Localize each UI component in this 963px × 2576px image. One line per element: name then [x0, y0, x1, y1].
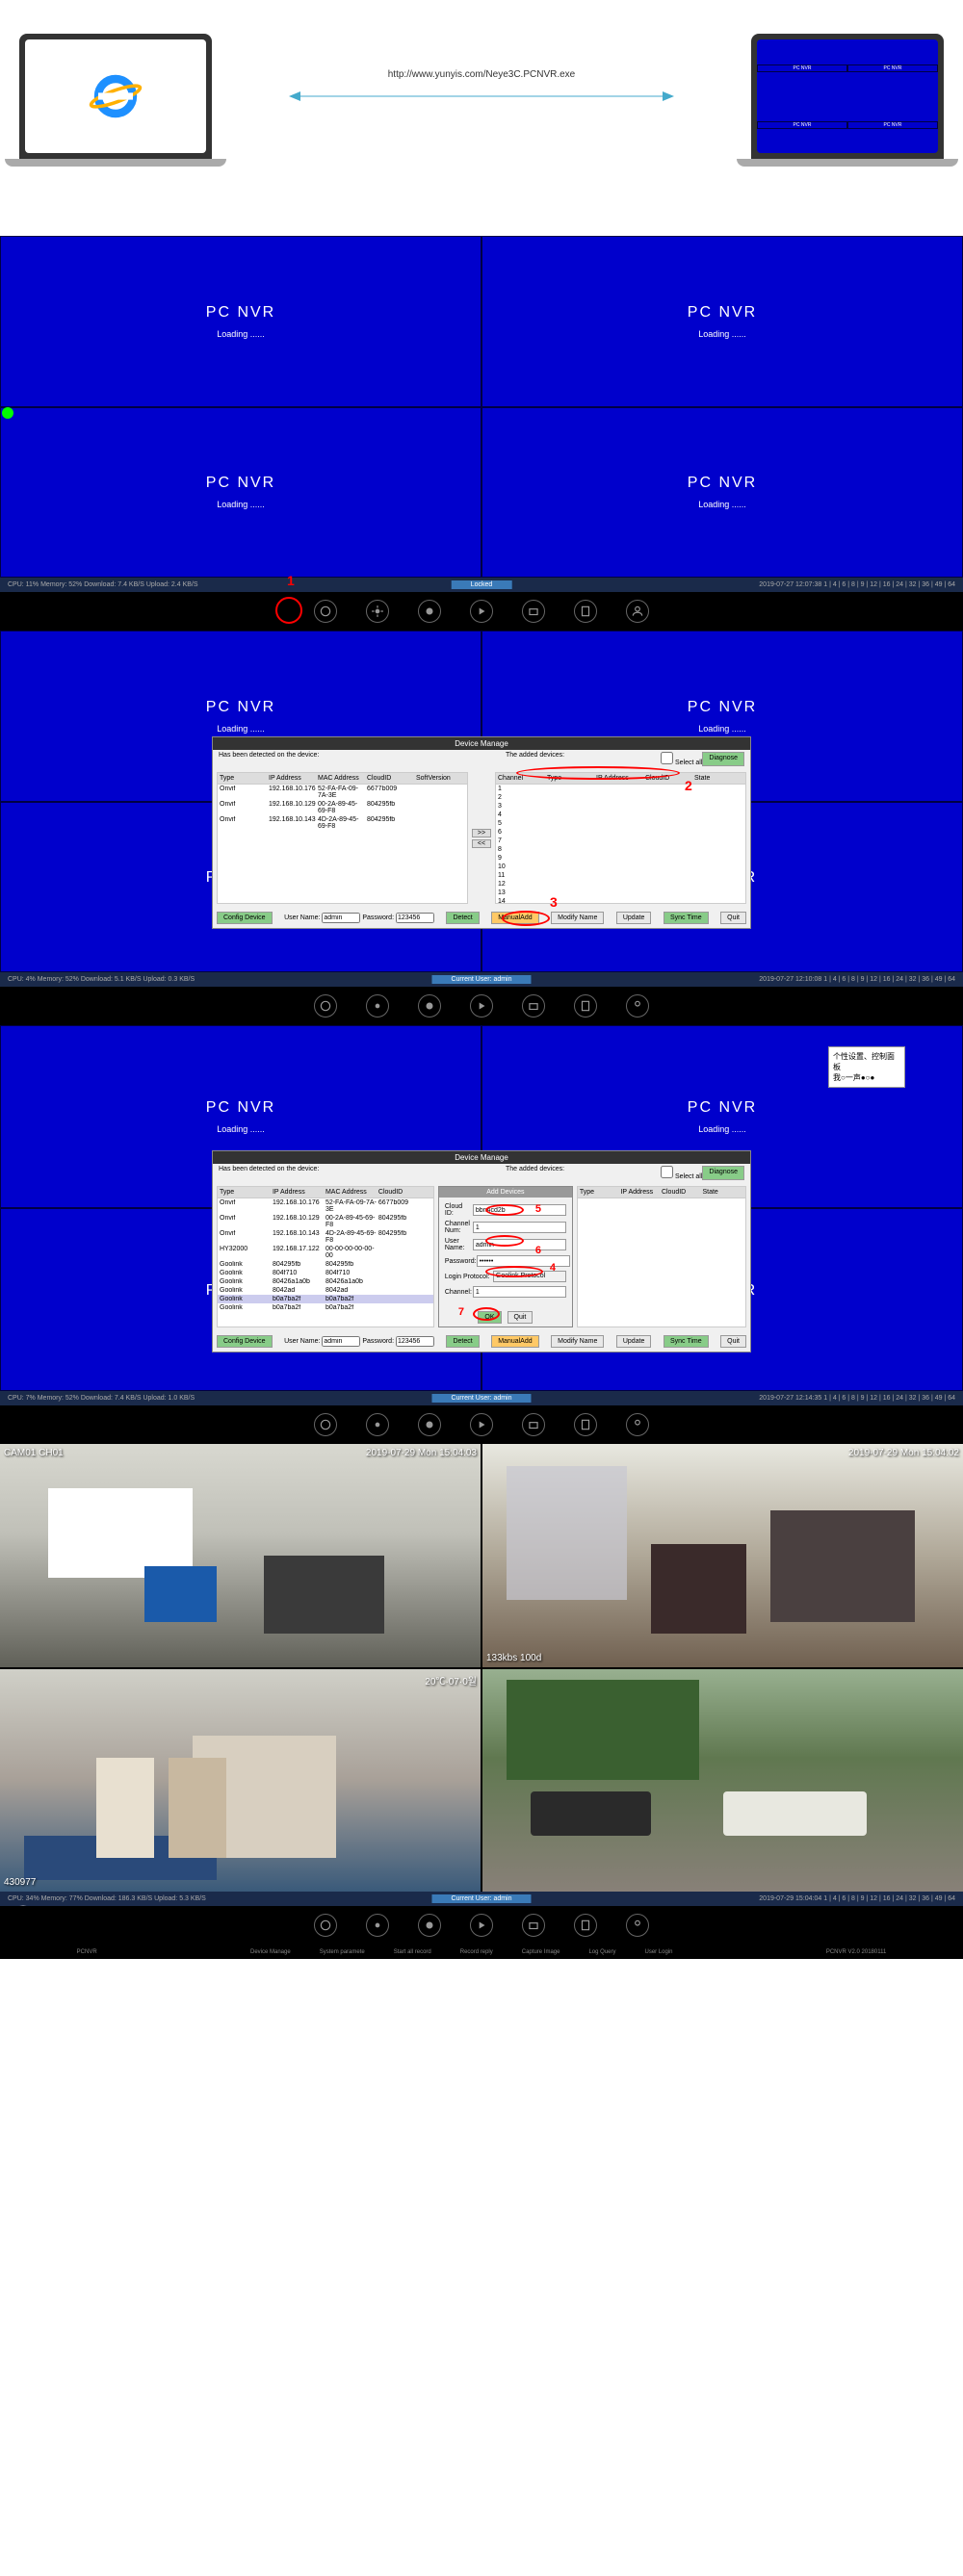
system-param-button[interactable]	[366, 600, 389, 623]
status-bar: CPU: 34% Memory: 77% Download: 186.3 KB/…	[0, 1892, 963, 1906]
capture-button[interactable]	[522, 994, 545, 1018]
annotation-2: 2	[685, 778, 692, 793]
download-url: http://www.yunyis.com/Neye3C.PCNVR.exe	[388, 69, 576, 80]
url-arrow: http://www.yunyis.com/Neye3C.PCNVR.exe	[221, 87, 742, 106]
nvr-title: PC NVR	[206, 475, 275, 492]
annotation-oval-3	[502, 911, 550, 926]
ie-logo-icon	[87, 67, 144, 125]
password-input[interactable]	[477, 1255, 570, 1267]
camera-osd: 430977	[4, 1877, 36, 1888]
quit-button[interactable]: Quit	[720, 912, 746, 924]
login-button[interactable]	[626, 994, 649, 1018]
status-bar: CPU: 11% Memory: 52% Download: 7.4 KB/S …	[0, 578, 963, 592]
user-input[interactable]	[322, 913, 360, 923]
add-device-dialog: Add Devices Cloud ID: Channel Num: User …	[438, 1186, 573, 1327]
main-toolbar	[0, 1405, 963, 1444]
status-left: CPU: 11% Memory: 52% Download: 7.4 KB/S …	[8, 581, 198, 588]
annotation-oval-5	[485, 1204, 524, 1216]
status-center: Locked	[452, 580, 512, 589]
nvr-screen-1: PC NVR Loading ...... PC NVR Loading .....…	[0, 236, 963, 631]
camera-timestamp: 2019-07-29 Mon 15:04:03	[366, 1448, 477, 1458]
camera-feed-4[interactable]	[482, 1669, 963, 1893]
camera-osd: 133kbs 100d	[486, 1653, 541, 1663]
dialog-title: Device Manage	[213, 737, 750, 750]
channel-num-input[interactable]	[473, 1222, 566, 1233]
main-toolbar	[0, 1906, 963, 1945]
camera-feed-screen: CAM01 CH01 2019-07-29 Mon 15:04:03 2019-…	[0, 1444, 963, 1945]
update-button[interactable]: Update	[616, 912, 652, 924]
record-button[interactable]	[418, 600, 441, 623]
camera-feed-3[interactable]: 20℃·07·0월 430977	[0, 1669, 481, 1893]
loading-text: Loading ......	[217, 329, 265, 339]
select-all-checkbox[interactable]	[661, 752, 673, 764]
laptop-right: PC NVR PC NVR PC NVR PC NVR	[751, 34, 944, 159]
log-button[interactable]	[574, 600, 597, 623]
device-row[interactable]: Onvif192.168.10.17652-FA-FA-09-7A-3E6677…	[218, 785, 467, 800]
annotation-oval-6	[485, 1235, 524, 1247]
device-manage-button[interactable]	[314, 994, 337, 1018]
layout-selector[interactable]: 1 | 4 | 6 | 8 | 9 | 12 | 16 | 24 | 32 | …	[823, 581, 955, 588]
added-devices-list: Type IP Address CloudID State	[577, 1186, 746, 1327]
log-button[interactable]	[574, 994, 597, 1018]
nvr-title: PC NVR	[688, 475, 757, 492]
annotation-oval-2	[516, 766, 680, 780]
quit-button[interactable]: Quit	[508, 1311, 534, 1324]
device-row[interactable]: Onvif192.168.10.12900-2A-89-45-69-F88042…	[218, 800, 467, 815]
loading-text: Loading ......	[698, 500, 746, 509]
nvr-screen-2: PC NVRLoading ...... PC NVRLoading .....…	[0, 631, 963, 1025]
nvr-title: PC NVR	[206, 304, 275, 322]
annotation-circle-1	[275, 597, 302, 624]
replay-button[interactable]	[470, 994, 493, 1018]
status-time: 2019-07-27 12:07:38	[759, 581, 821, 588]
intro-section: http://www.yunyis.com/Neye3C.PCNVR.exe P…	[0, 0, 963, 193]
capture-button[interactable]	[522, 600, 545, 623]
channel-input[interactable]	[473, 1286, 566, 1298]
device-row[interactable]: Onvif192.168.10.1434D-2A-89-45-69-F88042…	[218, 815, 467, 831]
camera-feed-1[interactable]: CAM01 CH01 2019-07-29 Mon 15:04:03	[0, 1444, 481, 1667]
camera-osd: 20℃·07·0월	[425, 1673, 477, 1687]
laptop-left	[19, 34, 212, 159]
camera-osd: CAM01 CH01	[4, 1448, 64, 1458]
added-devices-list: Channel Type IP Address CloudID State 1 …	[495, 772, 746, 904]
login-button[interactable]	[626, 600, 649, 623]
diagnose-button[interactable]: Diagnose	[702, 752, 744, 766]
annotation-oval-7	[473, 1307, 500, 1321]
device-manage-dialog: Device Manage Has been detected on the d…	[212, 1150, 751, 1352]
status-indicator-icon	[2, 407, 13, 419]
sync-button[interactable]: Sync Time	[664, 912, 709, 924]
device-manage-button[interactable]	[314, 600, 337, 623]
detected-devices-list: Type IP Address MAC Address CloudID Soft…	[217, 772, 468, 904]
main-toolbar	[0, 987, 963, 1025]
annotation-1: 1	[287, 573, 295, 588]
nvr-title: PC NVR	[688, 304, 757, 322]
camera-timestamp: 2019-07-29 Mon 15:04:02	[848, 1448, 959, 1458]
config-button[interactable]: Config Device	[217, 912, 273, 924]
detected-devices-list: Type IP Address MAC Address CloudID Onvi…	[217, 1186, 434, 1327]
loading-text: Loading ......	[217, 500, 265, 509]
remove-device-button[interactable]: <<	[472, 839, 491, 848]
main-toolbar	[0, 592, 963, 631]
system-popup: 个性设置、控制面板 我○一声●○●	[828, 1046, 905, 1088]
camera-feed-2[interactable]: 2019-07-29 Mon 15:04:02 133kbs 100d	[482, 1444, 963, 1667]
add-device-button[interactable]: >>	[472, 829, 491, 837]
detect-button[interactable]: Detect	[446, 912, 479, 924]
annotation-oval-4	[485, 1266, 543, 1277]
password-input[interactable]	[396, 913, 434, 923]
system-param-button[interactable]	[366, 994, 389, 1018]
device-manage-dialog: Device Manage Has been detected on the d…	[212, 736, 751, 929]
record-button[interactable]	[418, 994, 441, 1018]
annotation-3: 3	[550, 894, 558, 910]
loading-text: Loading ......	[698, 329, 746, 339]
modify-button[interactable]: Modify Name	[551, 912, 604, 924]
status-bar: CPU: 4% Memory: 52% Download: 5.1 KB/S U…	[0, 972, 963, 987]
status-bar: CPU: 7% Memory: 52% Download: 7.4 KB/S U…	[0, 1391, 963, 1405]
replay-button[interactable]	[470, 600, 493, 623]
nvr-screen-3: PC NVRLoading ...... PC NVRLoading .....…	[0, 1025, 963, 1444]
